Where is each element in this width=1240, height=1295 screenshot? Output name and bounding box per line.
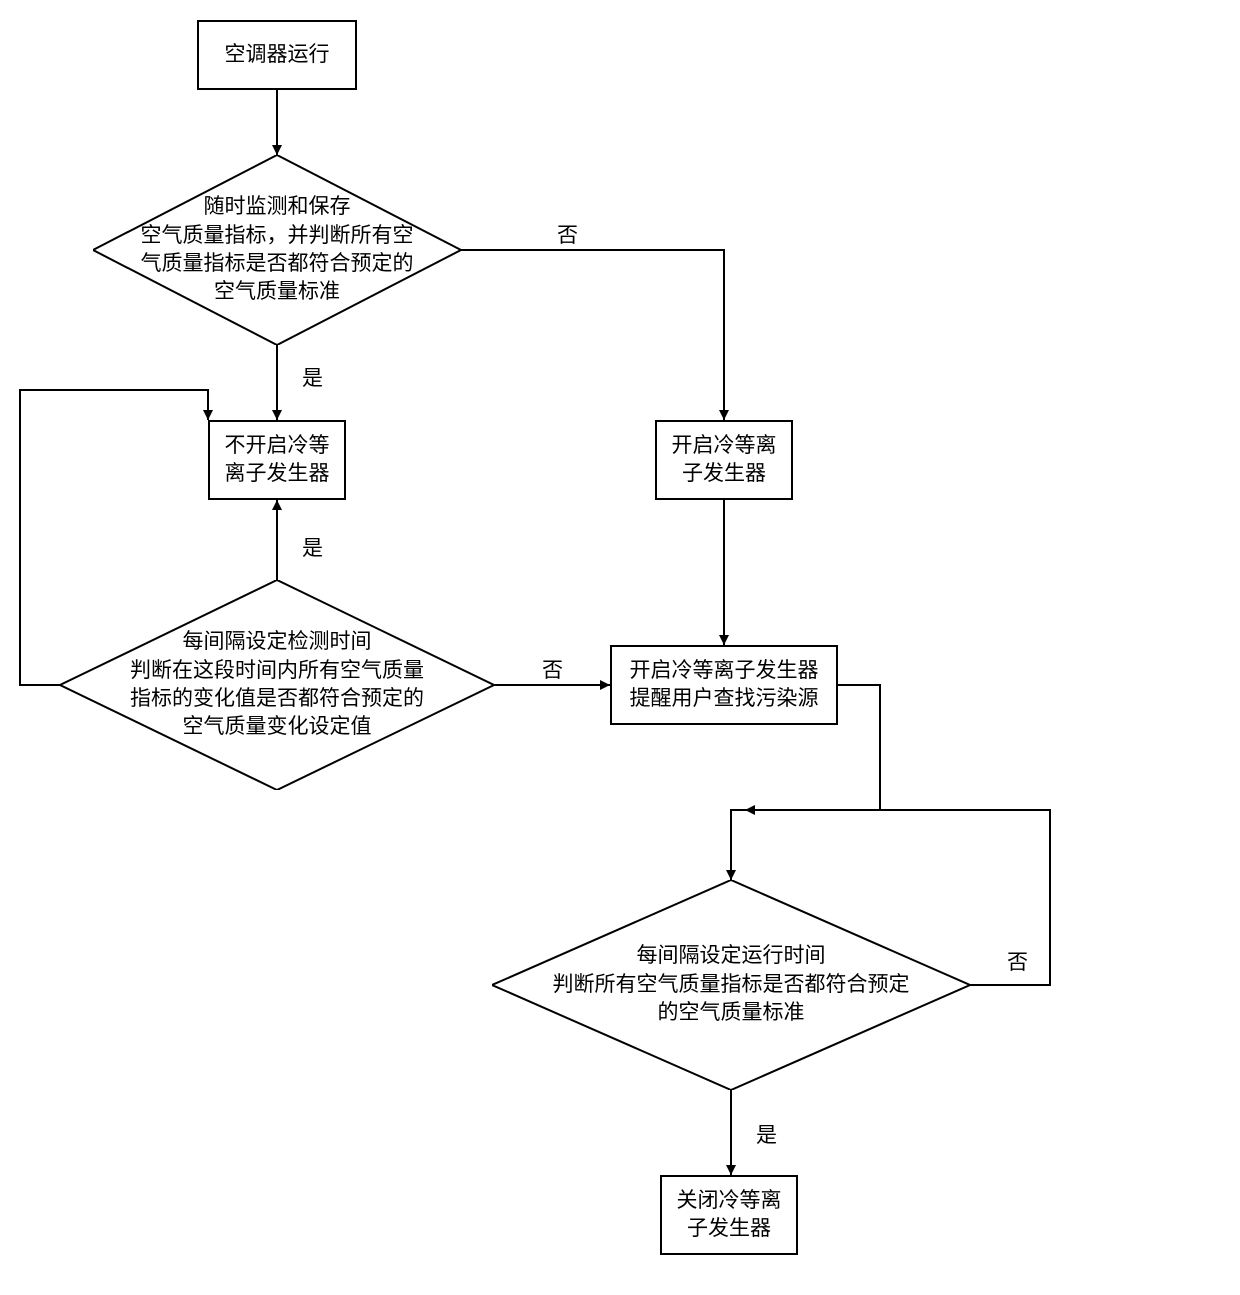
node-decision-2: 每间隔设定检测时间判断在这段时间内所有空气质量指标的变化值是否都符合预定的空气质…	[60, 580, 494, 790]
node-decision-3: 每间隔设定运行时间判断所有空气质量指标是否都符合预定的空气质量标准	[492, 880, 970, 1090]
node-process-yes1-text: 不开启冷等离子发生器	[225, 432, 330, 489]
edge-label-3: 是	[300, 538, 325, 559]
node-process-no1: 开启冷等离子发生器	[655, 420, 793, 500]
node-decision-1-text: 随时监测和保存空气质量指标，并判断所有空气质量指标是否都符合预定的空气质量标准	[131, 193, 424, 306]
node-start-text: 空调器运行	[225, 41, 330, 69]
edge-label-4: 否	[540, 660, 565, 681]
node-start: 空调器运行	[197, 20, 357, 90]
node-process-no2: 开启冷等离子发生器提醒用户查找污染源	[610, 645, 838, 725]
edge-label-8: 是	[754, 1125, 779, 1146]
node-process-yes1: 不开启冷等离子发生器	[208, 420, 346, 500]
node-end: 关闭冷等离子发生器	[660, 1175, 798, 1255]
node-process-no2-text: 开启冷等离子发生器提醒用户查找污染源	[630, 657, 819, 714]
node-decision-3-text: 每间隔设定运行时间判断所有空气质量指标是否都符合预定的空气质量标准	[543, 942, 920, 1027]
edge-label-2: 否	[555, 225, 580, 246]
node-decision-2-text: 每间隔设定检测时间判断在这段时间内所有空气质量指标的变化值是否都符合预定的空气质…	[120, 628, 434, 741]
edge-2	[461, 250, 724, 420]
edge-label-1: 是	[300, 368, 325, 389]
node-decision-1: 随时监测和保存空气质量指标，并判断所有空气质量指标是否都符合预定的空气质量标准	[93, 155, 461, 345]
node-end-text: 关闭冷等离子发生器	[677, 1187, 782, 1244]
node-process-no1-text: 开启冷等离子发生器	[672, 432, 777, 489]
edge-label-9: 否	[1005, 952, 1030, 973]
